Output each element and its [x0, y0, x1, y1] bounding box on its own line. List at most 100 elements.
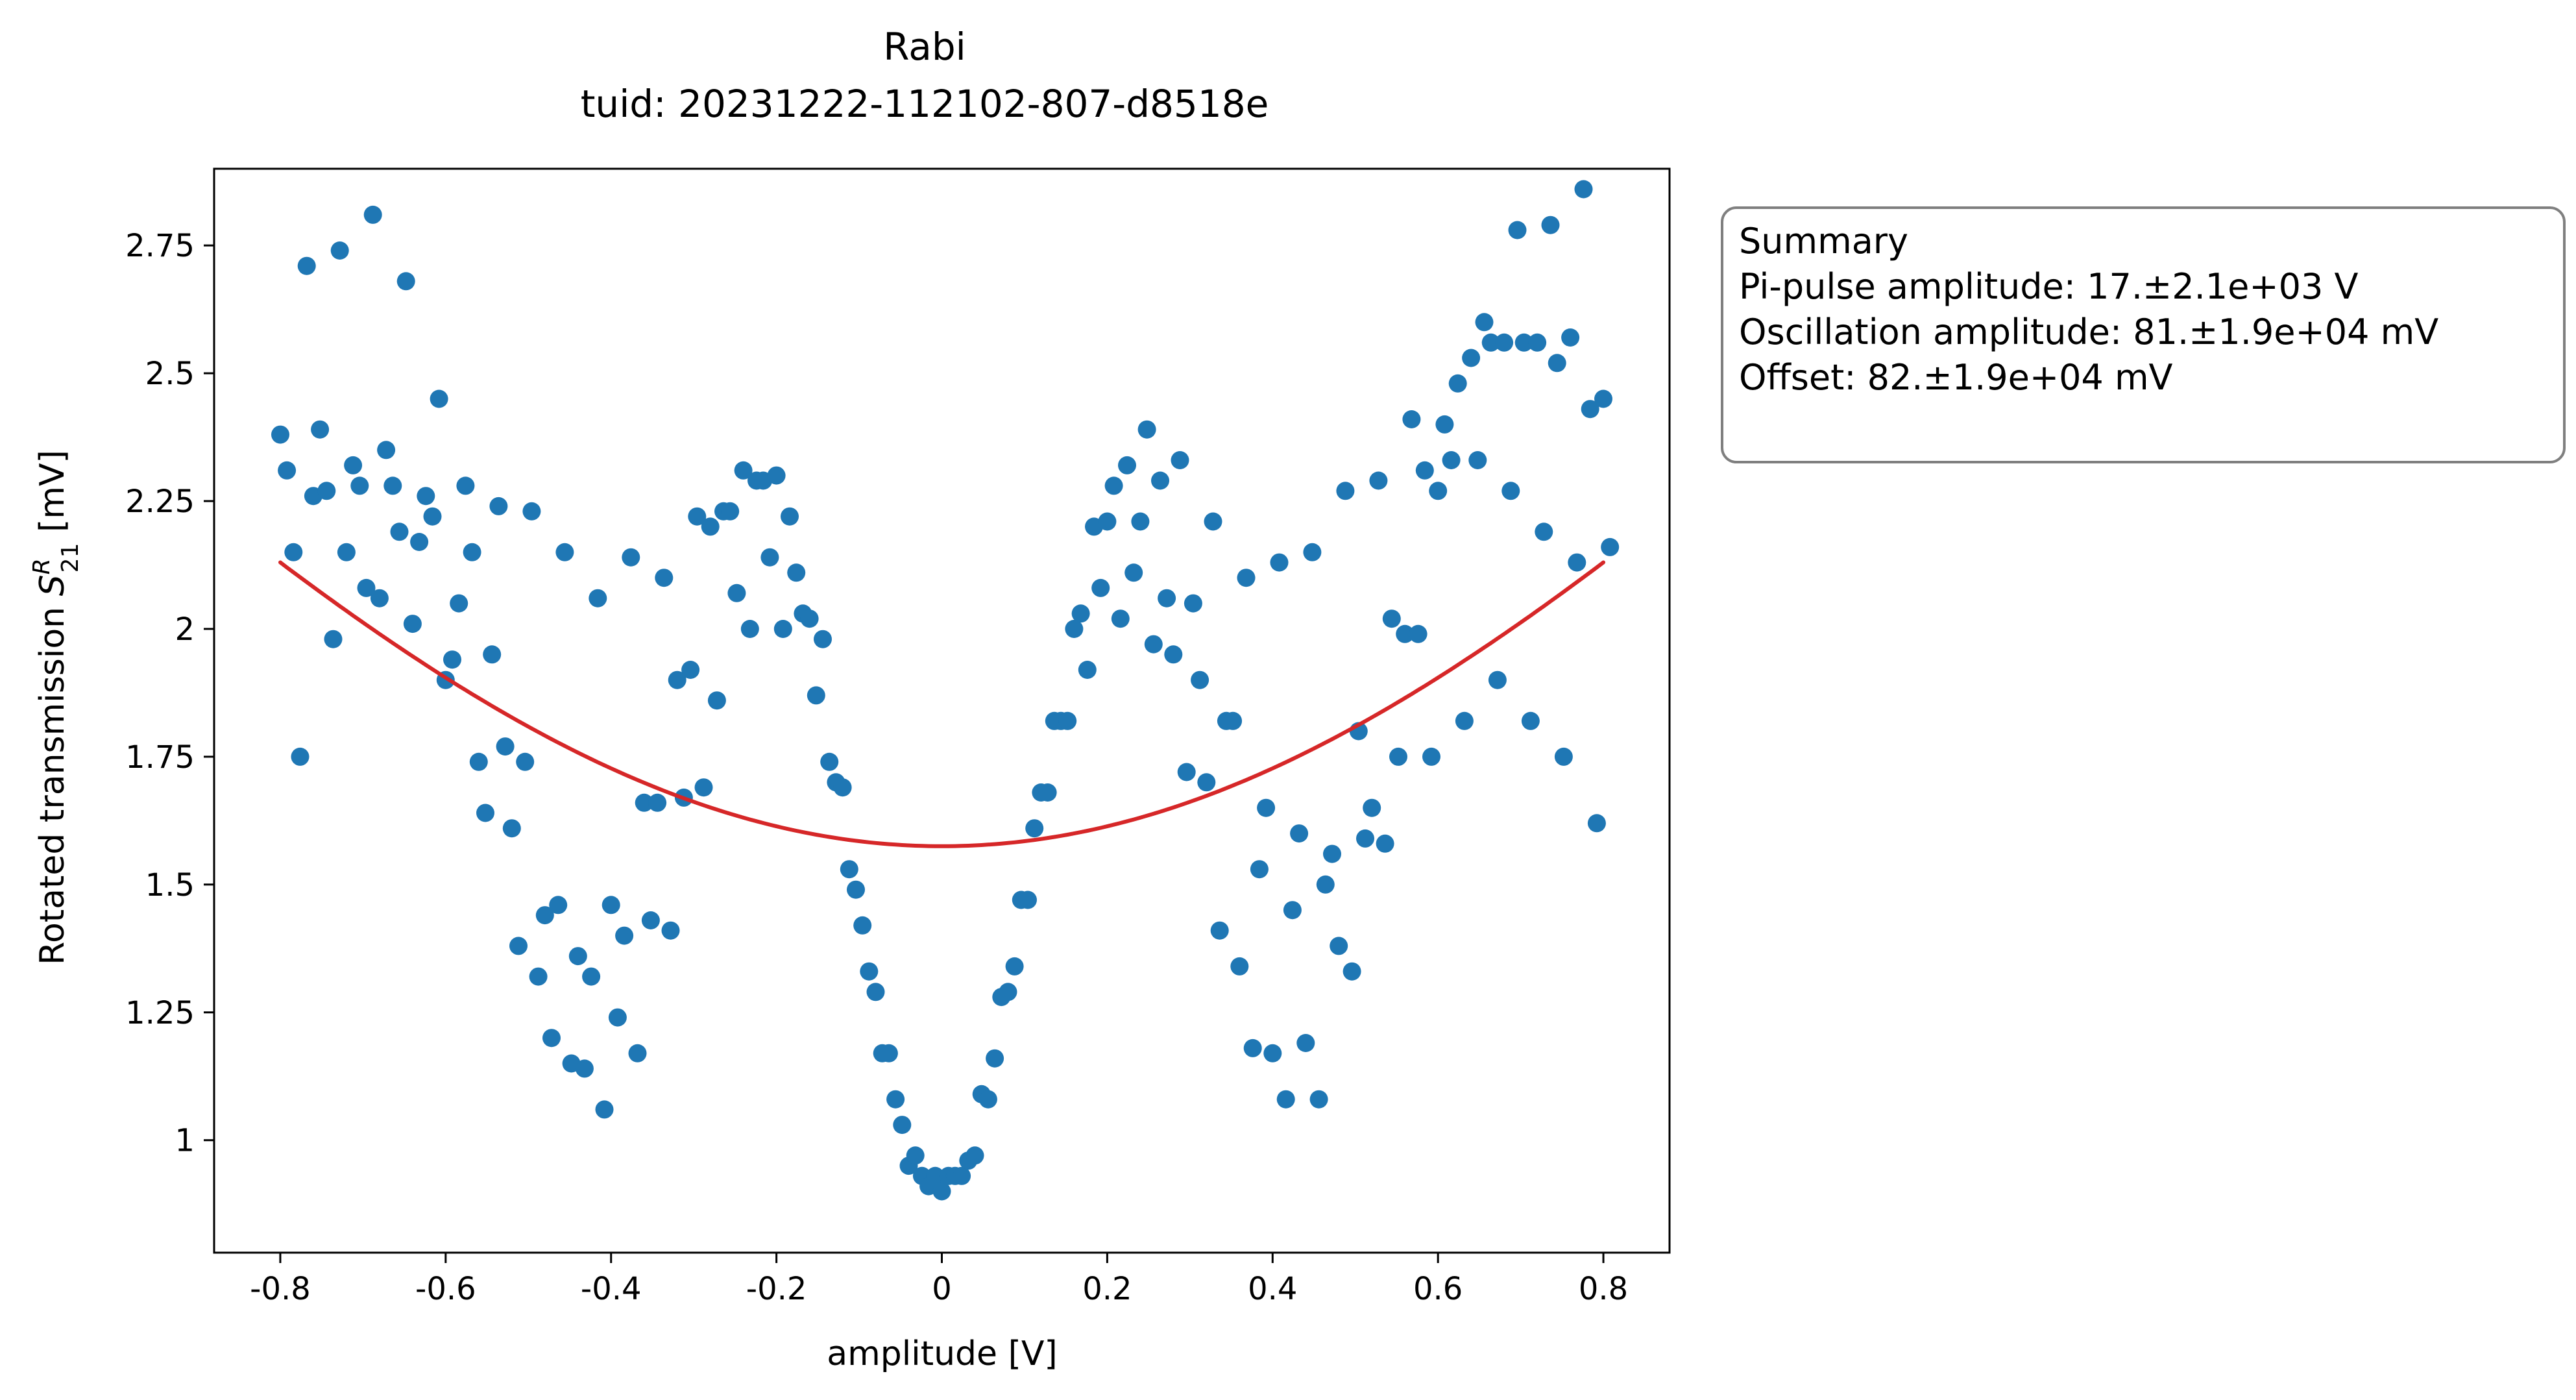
data-point: [1171, 451, 1189, 469]
data-point: [502, 819, 521, 838]
data-point: [853, 916, 872, 935]
y-tick-label: 2.25: [125, 484, 195, 520]
y-axis-label: Rotated transmission SR21 [mV]: [29, 450, 84, 965]
data-point: [820, 752, 839, 771]
data-point: [555, 543, 574, 561]
data-point: [1541, 215, 1560, 234]
data-point: [1237, 569, 1256, 587]
data-point: [1296, 1034, 1315, 1052]
data-point: [648, 793, 667, 812]
data-point: [410, 533, 429, 551]
y-tick-label: 1.25: [125, 995, 195, 1031]
summary-oscillation-amplitude: Oscillation amplitude: 81.±1.9e+04 mV: [1739, 312, 2438, 352]
scatter-points: [271, 180, 1620, 1201]
data-point: [893, 1116, 912, 1135]
x-axis-ticks: -0.8 -0.6 -0.4 -0.2 0 0.2 0.4 0.6 0.8: [250, 1253, 1628, 1307]
data-point: [608, 1008, 627, 1027]
data-point: [707, 691, 726, 710]
data-point: [1442, 451, 1461, 469]
data-point: [456, 476, 475, 495]
data-point: [615, 926, 634, 945]
data-point: [1065, 620, 1084, 638]
data-point: [681, 661, 700, 679]
data-point: [840, 860, 858, 879]
data-point: [1448, 374, 1467, 393]
data-point: [1276, 1090, 1295, 1109]
data-point: [1091, 578, 1110, 597]
data-point: [953, 1166, 971, 1185]
data-point: [1369, 471, 1388, 490]
data-point: [601, 896, 620, 915]
data-point: [1283, 901, 1302, 920]
data-point: [781, 507, 799, 526]
data-point: [1316, 875, 1335, 894]
data-point: [311, 420, 330, 439]
data-point: [1250, 860, 1269, 879]
data-point: [549, 896, 568, 915]
data-point: [1191, 670, 1209, 689]
data-point: [396, 272, 415, 291]
data-point: [1376, 834, 1394, 853]
data-point: [1422, 747, 1440, 766]
data-point: [542, 1029, 561, 1048]
data-point: [370, 589, 389, 608]
data-point: [469, 752, 488, 771]
data-point: [1158, 589, 1176, 608]
data-point: [628, 1044, 647, 1062]
data-point: [1309, 1090, 1328, 1109]
data-point: [932, 1182, 951, 1201]
data-point: [886, 1090, 905, 1109]
y-tick-label: 1: [175, 1123, 195, 1159]
y-axis-label-main: Rotated transmission: [33, 596, 72, 965]
data-point: [847, 880, 865, 899]
data-point: [879, 1044, 898, 1062]
data-point: [860, 962, 879, 981]
data-point: [1323, 844, 1341, 863]
chart-title: Rabi: [883, 25, 966, 69]
summary-offset: Offset: 82.±1.9e+04 mV: [1739, 357, 2173, 398]
data-point: [324, 630, 343, 648]
chart-subtitle: tuid: 20231222-112102-807-d8518e: [581, 82, 1269, 126]
data-point: [966, 1146, 984, 1165]
data-point: [1409, 624, 1428, 643]
data-point: [1554, 747, 1573, 766]
x-tick-label: 0.6: [1413, 1271, 1463, 1307]
data-point: [1137, 420, 1156, 439]
data-point: [1257, 798, 1276, 817]
data-point: [1111, 609, 1130, 628]
data-point: [575, 1059, 594, 1078]
data-point: [694, 778, 713, 797]
data-point: [1336, 482, 1355, 500]
data-point: [582, 967, 601, 986]
data-point: [760, 548, 779, 567]
data-point: [1389, 747, 1407, 766]
data-point: [1131, 512, 1150, 531]
y-tick-label: 2: [175, 611, 195, 648]
data-point: [1005, 957, 1024, 976]
data-point: [344, 456, 363, 474]
data-point: [390, 522, 409, 541]
data-point: [1488, 670, 1507, 689]
data-point: [297, 256, 316, 275]
data-point: [978, 1090, 997, 1109]
data-point: [1514, 333, 1533, 352]
fit-curve-line: [278, 560, 1605, 848]
data-point: [701, 517, 720, 536]
summary-title: Summary: [1739, 221, 1908, 262]
data-point: [1495, 333, 1514, 352]
data-point: [1528, 333, 1547, 352]
data-point: [1415, 461, 1434, 480]
data-point: [688, 507, 707, 526]
data-point: [1290, 824, 1309, 843]
data-point: [529, 967, 548, 986]
data-point: [383, 476, 402, 495]
data-point: [443, 650, 461, 669]
data-point: [1402, 410, 1421, 428]
summary-box-frame: [1721, 206, 2566, 463]
data-point: [1230, 957, 1249, 976]
data-point: [1263, 1044, 1282, 1062]
data-point: [535, 906, 554, 925]
data-point: [1521, 711, 1540, 730]
data-point: [1396, 624, 1415, 643]
data-point: [1197, 773, 1216, 792]
